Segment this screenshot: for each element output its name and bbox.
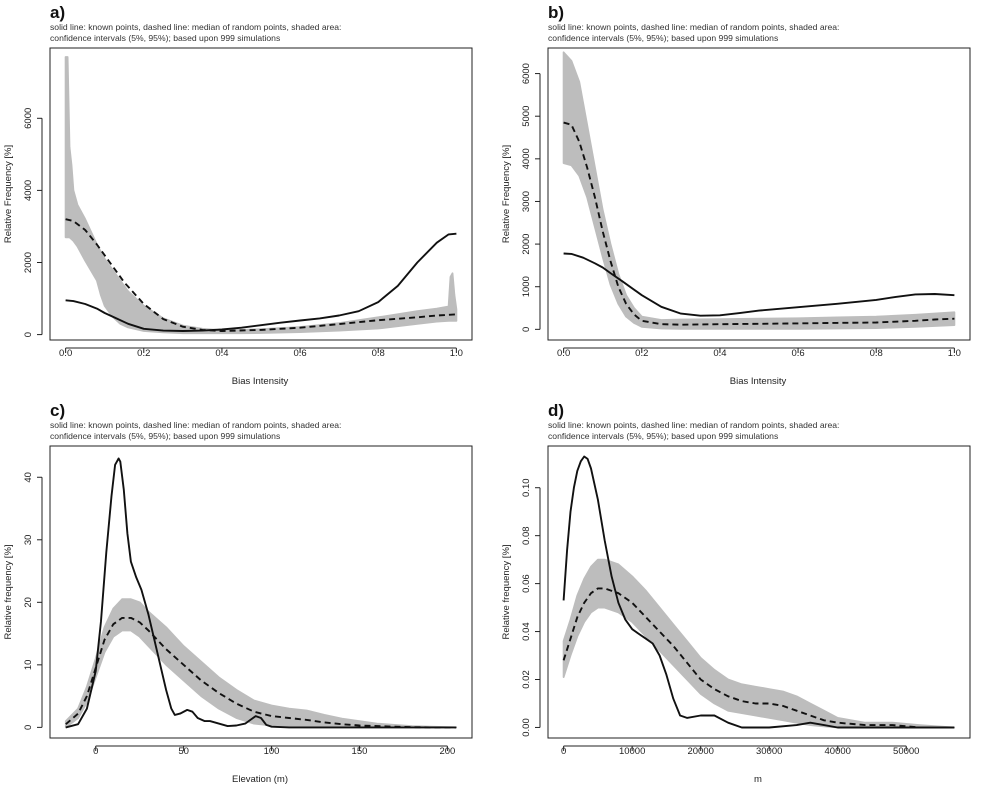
panel-c-known-points-line bbox=[65, 457, 457, 729]
panel-d-x-tick-label: 50000 bbox=[893, 746, 919, 757]
panel-c-x-tick-label: 100 bbox=[264, 746, 280, 757]
panel-c-x-tick-label: 0 bbox=[93, 746, 98, 757]
panel-d-x-tick-label: 40000 bbox=[825, 746, 851, 757]
panel-b-x-tick-label: 0.0 bbox=[557, 348, 570, 359]
panel-b-y-tick-label: 1000 bbox=[521, 276, 532, 297]
panel-b-y-tick-label: 4000 bbox=[521, 148, 532, 169]
panel-b-x-axis-label: Bias Intensity bbox=[730, 376, 787, 387]
panel-c-y-tick-label: 20 bbox=[23, 597, 34, 608]
panel-d-y-axis-label: Relative frequency [%] bbox=[501, 544, 512, 639]
panel-d-caption-line-2: confidence intervals (5%, 95%); based up… bbox=[548, 431, 778, 441]
panel-b-x-tick-label: 0.6 bbox=[791, 348, 804, 359]
panel-c-plot-frame bbox=[49, 445, 473, 739]
panel-d-y-tick-label: 0.06 bbox=[521, 574, 532, 593]
panel-a-median-line bbox=[65, 218, 457, 332]
panel-c-caption-line-2: confidence intervals (5%, 95%); based up… bbox=[50, 431, 280, 441]
panel-a-x-tick-label: 0.0 bbox=[59, 348, 72, 359]
panel-a-x-axis-label: Bias Intensity bbox=[232, 376, 289, 387]
panel-d-y-tick-label: 0.00 bbox=[521, 718, 532, 737]
panel-b-plot-frame bbox=[547, 47, 971, 341]
panel-d-y-tick-label: 0.04 bbox=[521, 622, 532, 641]
panel-b-y-axis-label: Relative Frequency [%] bbox=[501, 145, 512, 243]
panel-b-caption-line-2: confidence intervals (5%, 95%); based up… bbox=[548, 33, 778, 43]
panel-d-caption-line-1: solid line: known points, dashed line: m… bbox=[548, 420, 839, 430]
panel-d-x-tick-label: 30000 bbox=[756, 746, 782, 757]
panel-b-y-tick-label: 2000 bbox=[521, 234, 532, 255]
panel-b: b) solid line: known points, dashed line… bbox=[501, 3, 971, 387]
panel-a-y-tick-label: 0 bbox=[23, 332, 34, 337]
panel-c-x-tick-label: 150 bbox=[352, 746, 368, 757]
panel-c-y-axis-label: Relative frequency [%] bbox=[3, 544, 14, 639]
panel-b-confidence-band bbox=[562, 51, 956, 330]
panel-a-known-points-line bbox=[65, 232, 457, 332]
panel-b-x-tick-label: 0.4 bbox=[713, 348, 726, 359]
panel-c-y-tick-label: 10 bbox=[23, 660, 34, 671]
panel-d-confidence-band bbox=[562, 558, 956, 729]
panel-c-letter: c) bbox=[50, 401, 65, 420]
panel-a-plot-frame bbox=[49, 47, 473, 341]
panel-a-x-tick-label: 0.6 bbox=[293, 348, 306, 359]
panel-a-x-tick-label: 0.8 bbox=[372, 348, 385, 359]
panel-d-known-points-line bbox=[562, 455, 955, 729]
panel-c-median-line bbox=[65, 616, 457, 729]
panel-b-median-line bbox=[563, 121, 955, 326]
panel-a-letter: a) bbox=[50, 3, 65, 22]
panel-c-x-tick-label: 200 bbox=[439, 746, 455, 757]
panel-a-y-tick-label: 6000 bbox=[23, 108, 34, 129]
panel-c-y-tick-label: 40 bbox=[23, 472, 34, 483]
panel-b-y-tick-label: 0 bbox=[521, 327, 532, 332]
panel-b-x-tick-label: 0.2 bbox=[635, 348, 648, 359]
panel-d-y-tick-label: 0.02 bbox=[521, 670, 532, 689]
panel-d-plot-frame bbox=[547, 445, 971, 739]
panel-a-confidence-band bbox=[64, 56, 458, 335]
panel-d-x-tick-label: 0 bbox=[561, 746, 566, 757]
panel-a-caption-line-2: confidence intervals (5%, 95%); based up… bbox=[50, 33, 280, 43]
panel-a-y-axis-label: Relative Frequency [%] bbox=[3, 145, 14, 243]
panel-c-y-tick-label: 0 bbox=[23, 725, 34, 730]
panel-b-y-tick-label: 3000 bbox=[521, 191, 532, 212]
panel-b-x-tick-label: 0.8 bbox=[870, 348, 883, 359]
panel-a: a) solid line: known points, dashed line… bbox=[3, 3, 473, 387]
panel-b-known-points-line bbox=[563, 252, 955, 317]
panel-d-y-tick-label: 0.10 bbox=[521, 478, 532, 497]
panel-b-y-tick-label: 5000 bbox=[521, 106, 532, 127]
panel-a-x-tick-label: 0.4 bbox=[215, 348, 228, 359]
panel-a-x-tick-label: 1.0 bbox=[450, 348, 463, 359]
panel-a-caption-line-1: solid line: known points, dashed line: m… bbox=[50, 22, 341, 32]
panel-b-letter: b) bbox=[548, 3, 564, 22]
panel-d-x-tick-label: 10000 bbox=[619, 746, 645, 757]
panel-c-caption-line-1: solid line: known points, dashed line: m… bbox=[50, 420, 341, 430]
panel-d-median-line bbox=[562, 587, 955, 729]
panel-a-y-tick-label: 2000 bbox=[23, 252, 34, 273]
panel-d-x-tick-label: 20000 bbox=[687, 746, 713, 757]
panel-c: c) solid line: known points, dashed line… bbox=[3, 401, 473, 785]
panel-b-x-tick-label: 1.0 bbox=[948, 348, 961, 359]
panel-c-x-axis-label: Elevation (m) bbox=[232, 774, 288, 785]
panel-d-letter: d) bbox=[548, 401, 564, 420]
panel-a-y-tick-label: 4000 bbox=[23, 180, 34, 201]
panel-d: d) solid line: known points, dashed line… bbox=[501, 401, 971, 785]
panel-d-x-axis-label: m bbox=[754, 774, 762, 785]
panel-a-x-tick-label: 0.2 bbox=[137, 348, 150, 359]
panel-b-y-tick-label: 6000 bbox=[521, 63, 532, 84]
panel-b-caption-line-1: solid line: known points, dashed line: m… bbox=[548, 22, 839, 32]
panel-c-x-tick-label: 50 bbox=[178, 746, 189, 757]
panel-d-y-tick-label: 0.08 bbox=[521, 526, 532, 545]
panel-c-y-tick-label: 30 bbox=[23, 535, 34, 546]
